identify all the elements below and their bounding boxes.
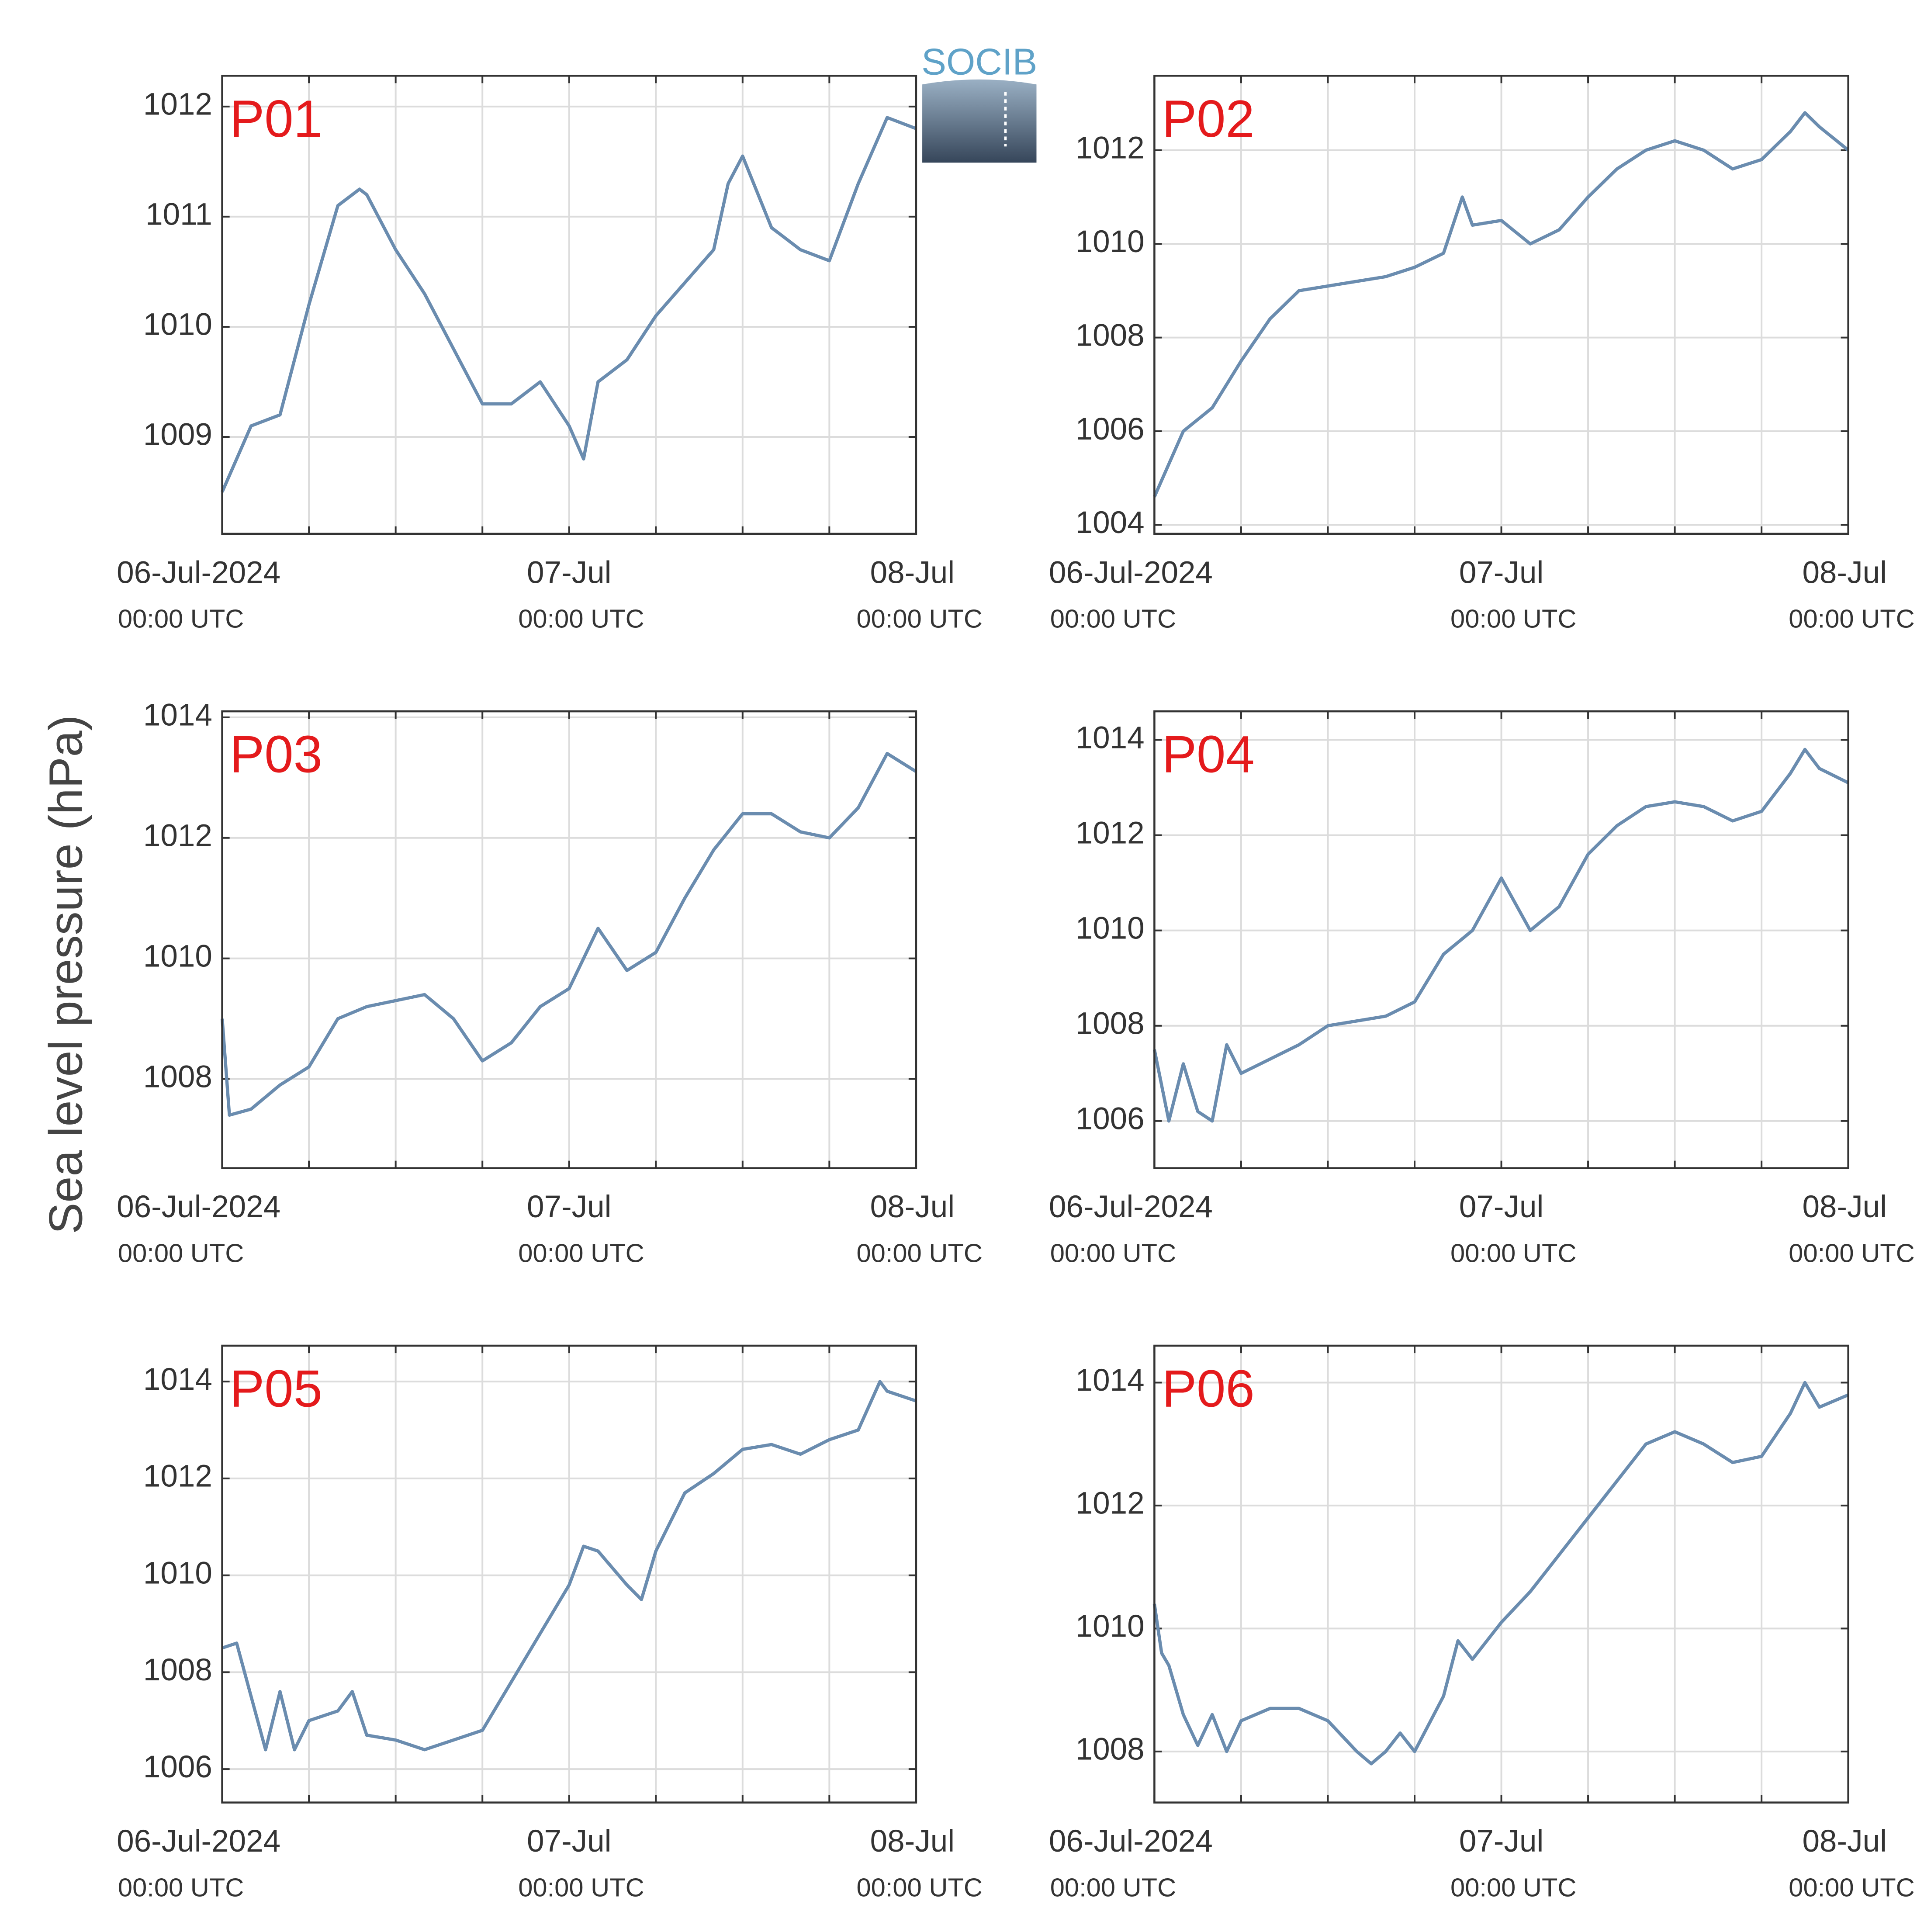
pressure-line	[1152, 1381, 1849, 1766]
y-tick-label: 1008	[1076, 1006, 1145, 1041]
logo: SOCIB	[921, 41, 1037, 163]
x-tick-label: 07-Jul	[527, 555, 611, 590]
y-tick-label: 1006	[143, 1750, 212, 1784]
pressure-line	[1152, 748, 1849, 1123]
axes-box	[221, 1344, 917, 1804]
logo-wave	[922, 79, 1037, 163]
subplot: 1008 1010 1012 1014 06-Jul-2024 00:00 UTC 07-J…	[1049, 1344, 1915, 1902]
x-tick-label: 07-Jul	[527, 1190, 611, 1224]
x-tick-label: 08-Jul	[1802, 1190, 1886, 1224]
x-tick-label: 06-Jul-2024	[117, 555, 280, 590]
x-tick-label: 06-Jul-2024	[1049, 555, 1213, 590]
axes-box	[1153, 710, 1849, 1169]
x-tick-sublabel: 00:00 UTC	[1789, 1873, 1914, 1902]
x-tick-sublabel: 00:00 UTC	[1450, 604, 1576, 633]
y-tick-label: 1008	[1076, 1732, 1145, 1767]
x-tick-label: 08-Jul	[870, 555, 955, 590]
y-tick-label: 1012	[143, 1459, 212, 1494]
x-tick-label: 08-Jul	[870, 1190, 955, 1224]
axes-box	[1153, 1344, 1849, 1804]
y-tick-label: 1012	[1076, 131, 1145, 166]
x-tick-sublabel: 00:00 UTC	[118, 604, 244, 633]
x-tick-sublabel: 00:00 UTC	[856, 604, 982, 633]
subplot: 1004 1006 1008 1010 1012 06-Jul-2024 00:00 UTC…	[1049, 75, 1915, 633]
x-tick-label: 07-Jul	[1459, 1824, 1543, 1859]
y-tick-label: 1009	[143, 418, 212, 452]
panel-label: P05	[230, 1360, 322, 1418]
y-tick-label: 1006	[1076, 1102, 1145, 1136]
panel-label: P06	[1162, 1360, 1254, 1418]
x-tick-label: 08-Jul	[1802, 555, 1886, 590]
x-tick-label: 06-Jul-2024	[117, 1824, 280, 1859]
y-tick-label: 1014	[1076, 1363, 1145, 1398]
pressure-line	[220, 751, 917, 1117]
x-tick-sublabel: 00:00 UTC	[1450, 1238, 1576, 1267]
x-tick-sublabel: 00:00 UTC	[1050, 1873, 1176, 1902]
y-tick-label: 1010	[143, 308, 212, 342]
y-tick-label: 1012	[143, 819, 212, 853]
x-tick-sublabel: 00:00 UTC	[1789, 1238, 1914, 1267]
x-tick-sublabel: 00:00 UTC	[118, 1873, 244, 1902]
subplot: 1008 1010 1012 1014 06-Jul-2024 00:00 UTC 07-J…	[117, 698, 983, 1268]
axes-box	[221, 710, 917, 1169]
x-tick-sublabel: 00:00 UTC	[1450, 1873, 1576, 1902]
x-tick-sublabel: 00:00 UTC	[856, 1873, 982, 1902]
x-tick-label: 06-Jul-2024	[117, 1190, 280, 1224]
y-tick-label: 1004	[1076, 506, 1145, 540]
y-tick-label: 1012	[143, 87, 212, 122]
y-tick-label: 1008	[1076, 318, 1145, 353]
panel-label: P01	[230, 90, 322, 148]
y-tick-label: 1010	[1076, 1609, 1145, 1644]
x-tick-label: 07-Jul	[1459, 1190, 1543, 1224]
subplot: 1006 1008 1010 1012 1014 06-Jul-2024 00:00 UTC…	[1049, 710, 1915, 1267]
x-tick-sublabel: 00:00 UTC	[118, 1238, 244, 1267]
y-tick-label: 1014	[143, 698, 212, 733]
pressure-line	[1153, 111, 1850, 498]
logo-text: SOCIB	[921, 41, 1037, 83]
axes-box	[221, 75, 917, 535]
y-tick-label: 1014	[143, 1362, 212, 1397]
x-tick-label: 06-Jul-2024	[1049, 1190, 1213, 1224]
subplot: 1009 1010 1011 1012 06-Jul-2024 00:00 UTC 07-J…	[117, 75, 983, 633]
panel-label: P03	[230, 726, 322, 784]
x-tick-sublabel: 00:00 UTC	[518, 604, 644, 633]
y-axis-label: Sea level pressure (hPa)	[39, 715, 92, 1234]
x-tick-label: 06-Jul-2024	[1049, 1824, 1213, 1859]
subplot: 1006 1008 1010 1012 1014 06-Jul-2024 00:00 UTC…	[117, 1344, 983, 1902]
x-tick-sublabel: 00:00 UTC	[1050, 1238, 1176, 1267]
x-tick-sublabel: 00:00 UTC	[518, 1238, 644, 1267]
x-tick-label: 07-Jul	[1459, 555, 1543, 590]
x-tick-sublabel: 00:00 UTC	[1050, 604, 1176, 633]
panel-label: P02	[1162, 90, 1254, 148]
y-tick-label: 1010	[143, 1556, 212, 1590]
x-tick-sublabel: 00:00 UTC	[1789, 604, 1914, 633]
x-tick-label: 08-Jul	[870, 1824, 955, 1859]
pressure-line	[221, 1380, 917, 1752]
axes-box	[1153, 75, 1849, 535]
y-tick-label: 1008	[143, 1059, 212, 1094]
y-tick-label: 1014	[1076, 720, 1145, 755]
y-tick-label: 1006	[1076, 412, 1145, 447]
x-tick-label: 07-Jul	[527, 1824, 611, 1859]
x-tick-sublabel: 00:00 UTC	[518, 1873, 644, 1902]
y-tick-label: 1010	[1076, 911, 1145, 945]
pressure-line	[221, 116, 917, 493]
y-tick-label: 1012	[1076, 816, 1145, 850]
y-tick-label: 1011	[145, 197, 212, 232]
panel-label: P04	[1162, 726, 1254, 784]
x-tick-sublabel: 00:00 UTC	[856, 1238, 982, 1267]
y-tick-label: 1012	[1076, 1486, 1145, 1521]
y-tick-label: 1008	[143, 1653, 212, 1687]
y-tick-label: 1010	[143, 939, 212, 973]
x-tick-label: 08-Jul	[1802, 1824, 1886, 1859]
y-tick-label: 1010	[1076, 225, 1145, 259]
